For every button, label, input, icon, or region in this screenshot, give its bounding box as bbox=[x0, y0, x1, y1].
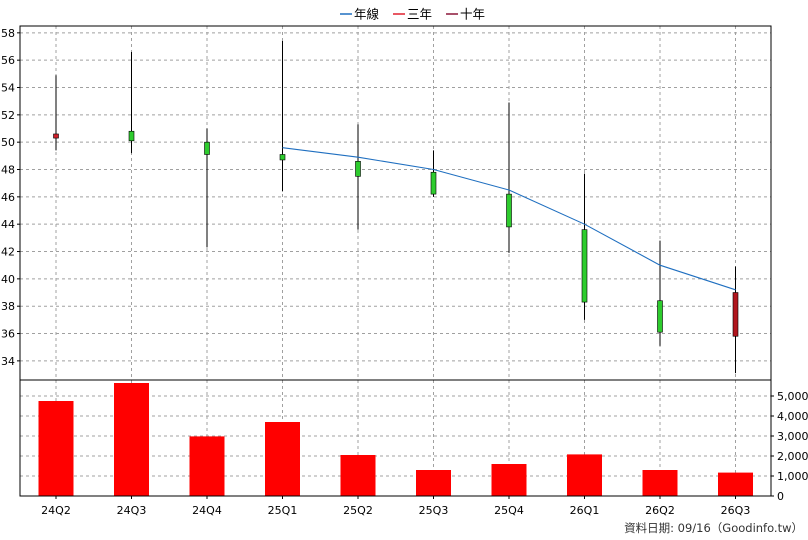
price-tick-label: 56 bbox=[1, 54, 15, 67]
volume-bars bbox=[38, 383, 753, 496]
price-tick-label: 36 bbox=[1, 328, 15, 341]
x-tick-label: 26Q3 bbox=[721, 504, 751, 517]
candle-body bbox=[53, 133, 59, 139]
legend-label: 三年 bbox=[407, 7, 432, 22]
volume-panel-frame bbox=[19, 379, 772, 497]
candle-body bbox=[657, 300, 663, 333]
x-tick-label: 25Q1 bbox=[268, 504, 298, 517]
volume-bar bbox=[642, 470, 678, 496]
candle bbox=[506, 102, 512, 253]
volume-bar bbox=[718, 472, 753, 496]
legend-item: 年線 bbox=[340, 7, 380, 22]
candle bbox=[581, 173, 588, 320]
price-tick-label: 48 bbox=[1, 164, 15, 177]
volume-tick-label: 1,000 bbox=[777, 470, 808, 483]
volume-tick-label: 4,000 bbox=[777, 410, 808, 423]
candle bbox=[355, 124, 361, 230]
candle bbox=[204, 128, 210, 248]
candle-body bbox=[355, 161, 361, 177]
price-tick-label: 38 bbox=[1, 300, 15, 313]
volume-bar bbox=[189, 436, 225, 496]
price-panel: 34 36 38 40 42 44 46 48 50 52 54 56 58 bbox=[1, 25, 772, 381]
x-tick-label: 24Q4 bbox=[192, 504, 222, 517]
price-tick-label: 50 bbox=[1, 136, 15, 149]
volume-bar bbox=[114, 383, 149, 496]
volume-tick-label: 3,000 bbox=[777, 430, 808, 443]
price-tick-label: 46 bbox=[1, 191, 15, 204]
volume-axis: 0 1,000 2,000 3,000 4,000 5,000 bbox=[771, 390, 808, 503]
x-tick-label: 24Q3 bbox=[117, 504, 147, 517]
volume-bar bbox=[38, 401, 74, 496]
candle-body bbox=[128, 130, 135, 142]
price-tick-label: 44 bbox=[1, 218, 15, 231]
volume-tick-label: 5,000 bbox=[777, 390, 808, 403]
candle bbox=[279, 41, 286, 192]
x-tick-label: 25Q4 bbox=[494, 504, 524, 517]
volume-bar bbox=[567, 454, 602, 496]
volume-bar bbox=[491, 464, 527, 496]
volume-tick-label: 0 bbox=[777, 490, 784, 503]
volume-bar bbox=[340, 455, 376, 496]
volume-bar bbox=[265, 422, 300, 496]
legend: 年線 三年 十年 bbox=[340, 7, 485, 22]
legend-label: 十年 bbox=[460, 7, 485, 22]
source-note: 資料日期: 09/16（Goodinfo.tw） bbox=[624, 521, 803, 535]
x-tick-label: 26Q2 bbox=[645, 504, 675, 517]
legend-label: 年線 bbox=[354, 7, 380, 22]
x-axis: 24Q2 24Q3 24Q4 25Q1 25Q2 25Q3 25Q4 26Q1 26Q2 26Q3 bbox=[41, 496, 750, 517]
legend-item: 三年 bbox=[393, 7, 432, 22]
price-tick-label: 54 bbox=[1, 82, 15, 95]
price-tick-label: 52 bbox=[1, 109, 15, 122]
candle-body bbox=[279, 154, 286, 161]
volume-tick-label: 2,000 bbox=[777, 450, 808, 463]
candle bbox=[53, 75, 59, 151]
candle-body bbox=[506, 193, 512, 228]
price-axis: 34 36 38 40 42 44 46 48 50 52 54 56 58 bbox=[1, 27, 20, 368]
annual-line-series bbox=[282, 147, 736, 291]
candle bbox=[128, 51, 135, 154]
price-tick-label: 42 bbox=[1, 246, 15, 259]
x-tick-label: 25Q3 bbox=[419, 504, 449, 517]
candlesticks bbox=[53, 41, 739, 374]
x-tick-label: 25Q2 bbox=[343, 504, 373, 517]
price-tick-label: 58 bbox=[1, 27, 15, 40]
candle-body bbox=[581, 229, 588, 303]
candle bbox=[430, 150, 437, 197]
candle bbox=[657, 240, 663, 346]
candle bbox=[732, 266, 739, 374]
x-tick-label: 24Q2 bbox=[41, 504, 71, 517]
volume-bar bbox=[416, 470, 451, 496]
candle-body bbox=[732, 292, 739, 337]
candle-body bbox=[204, 141, 210, 155]
legend-item: 十年 bbox=[446, 7, 485, 22]
x-tick-label: 26Q1 bbox=[570, 504, 600, 517]
candle-body bbox=[430, 171, 437, 195]
price-tick-label: 34 bbox=[1, 355, 15, 368]
price-tick-label: 40 bbox=[1, 273, 15, 286]
